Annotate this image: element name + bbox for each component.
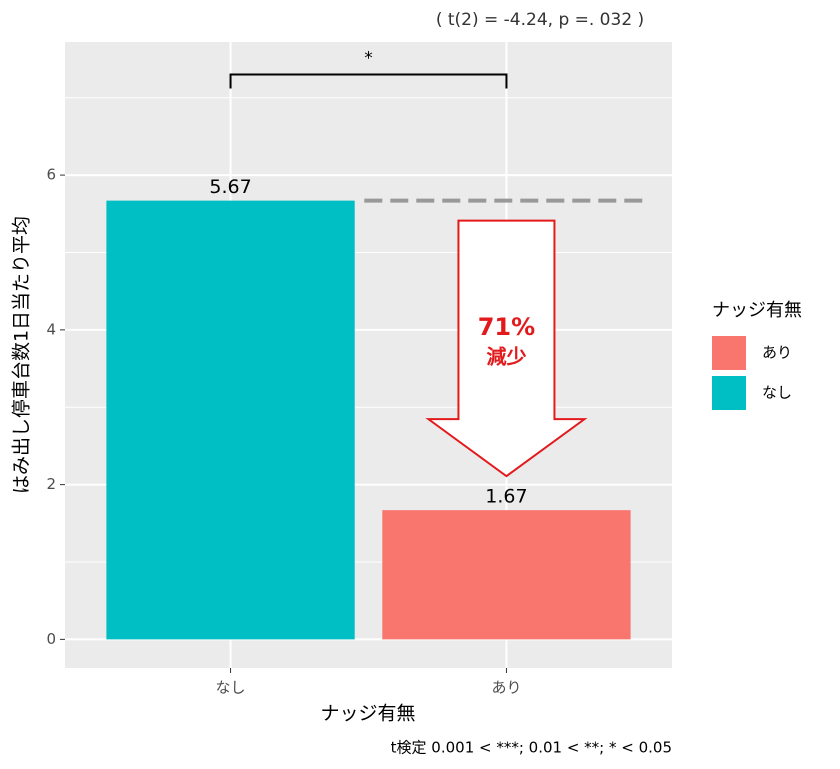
significance-label: * (364, 48, 373, 68)
decrease-arrow (425, 219, 588, 478)
caption: t検定 0.001 < ***; 0.01 < **; * < 0.05 (391, 739, 672, 757)
x-tick-label: なし (216, 679, 246, 697)
y-tick-label: 0 (46, 630, 56, 648)
x-axis-label: ナッジ有無 (320, 703, 415, 725)
x-tick-label: あり (491, 679, 521, 697)
bar (382, 510, 631, 640)
chart-subtitle: ( t(2) = -4.24, p =. 032 ) (436, 10, 644, 30)
y-tick-label: 4 (46, 320, 56, 338)
legend-label: あり (762, 344, 792, 362)
y-tick-label: 2 (46, 475, 56, 493)
legend-key (712, 336, 746, 370)
y-tick-label: 6 (46, 166, 56, 184)
y-axis-label: はみ出し停車台数1日当たり平均 (11, 216, 33, 494)
legend-title: ナッジ有無 (712, 300, 802, 321)
value-label: 1.67 (485, 486, 527, 508)
value-label: 5.67 (209, 176, 251, 198)
legend-key (712, 376, 746, 410)
annotation-text: 減少 (486, 345, 526, 369)
annotation-percent: 71% (478, 313, 535, 341)
significance-bracket (229, 73, 508, 89)
legend-label: なし (762, 384, 792, 402)
bar (106, 200, 355, 640)
